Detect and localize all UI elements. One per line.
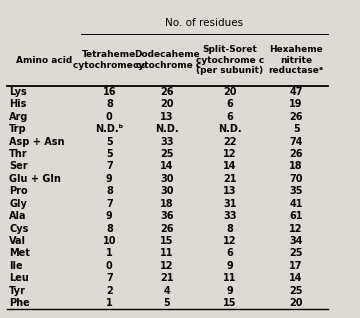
Text: Pro: Pro xyxy=(9,186,28,196)
Text: 35: 35 xyxy=(289,186,303,196)
Text: 6: 6 xyxy=(226,248,233,258)
Text: Ser: Ser xyxy=(9,162,28,171)
Text: 11: 11 xyxy=(160,248,174,258)
Text: 41: 41 xyxy=(289,199,303,209)
Text: 20: 20 xyxy=(160,100,174,109)
Text: 34: 34 xyxy=(289,236,303,246)
Text: 26: 26 xyxy=(289,112,303,122)
Text: 8: 8 xyxy=(106,186,113,196)
Text: 0: 0 xyxy=(106,261,113,271)
Text: N.D.ᵇ: N.D.ᵇ xyxy=(95,124,123,134)
Text: Glu + Gln: Glu + Gln xyxy=(9,174,61,184)
Text: 5: 5 xyxy=(293,124,300,134)
Text: 7: 7 xyxy=(106,199,113,209)
Text: Leu: Leu xyxy=(9,273,29,283)
Text: Thr: Thr xyxy=(9,149,28,159)
Text: Cys: Cys xyxy=(9,224,29,233)
Text: 10: 10 xyxy=(103,236,116,246)
Text: 6: 6 xyxy=(226,112,233,122)
Text: 20: 20 xyxy=(289,298,303,308)
Text: Tyr: Tyr xyxy=(9,286,26,296)
Text: 25: 25 xyxy=(289,248,303,258)
Text: 33: 33 xyxy=(160,137,174,147)
Text: 26: 26 xyxy=(289,149,303,159)
Text: 6: 6 xyxy=(226,100,233,109)
Text: Ile: Ile xyxy=(9,261,23,271)
Text: 1: 1 xyxy=(106,248,113,258)
Text: 16: 16 xyxy=(103,87,116,97)
Text: 30: 30 xyxy=(160,174,174,184)
Text: 47: 47 xyxy=(289,87,303,97)
Text: 21: 21 xyxy=(223,174,237,184)
Text: Split-Soret
cytochrome c
(per subunit): Split-Soret cytochrome c (per subunit) xyxy=(196,45,264,75)
Text: 70: 70 xyxy=(289,174,303,184)
Text: 4: 4 xyxy=(163,286,170,296)
Text: 12: 12 xyxy=(160,261,174,271)
Text: 13: 13 xyxy=(223,186,237,196)
Text: 19: 19 xyxy=(289,100,303,109)
Text: 25: 25 xyxy=(160,149,174,159)
Text: 14: 14 xyxy=(160,162,174,171)
Text: 13: 13 xyxy=(160,112,174,122)
Text: 0: 0 xyxy=(106,112,113,122)
Text: 9: 9 xyxy=(226,286,233,296)
Text: N.D.: N.D. xyxy=(218,124,242,134)
Text: Phe: Phe xyxy=(9,298,30,308)
Text: 1: 1 xyxy=(106,298,113,308)
Text: 61: 61 xyxy=(289,211,303,221)
Text: 8: 8 xyxy=(226,224,233,233)
Text: Met: Met xyxy=(9,248,30,258)
Text: 33: 33 xyxy=(223,211,237,221)
Text: Dodecaheme
cytochrome c: Dodecaheme cytochrome c xyxy=(133,50,201,70)
Text: 18: 18 xyxy=(160,199,174,209)
Text: 5: 5 xyxy=(106,149,113,159)
Text: 17: 17 xyxy=(289,261,303,271)
Text: 12: 12 xyxy=(223,236,237,246)
Text: Tetraheme
cytochrome c₃: Tetraheme cytochrome c₃ xyxy=(73,50,145,70)
Text: 15: 15 xyxy=(160,236,174,246)
Text: Trp: Trp xyxy=(9,124,27,134)
Text: N.D.: N.D. xyxy=(155,124,179,134)
Text: 14: 14 xyxy=(289,273,303,283)
Text: 22: 22 xyxy=(223,137,237,147)
Text: 26: 26 xyxy=(160,224,174,233)
Text: 25: 25 xyxy=(289,286,303,296)
Text: No. of residues: No. of residues xyxy=(166,18,244,28)
Text: Asp + Asn: Asp + Asn xyxy=(9,137,65,147)
Text: 14: 14 xyxy=(223,162,237,171)
Text: Hexaheme
nitrite
reductaseᵃ: Hexaheme nitrite reductaseᵃ xyxy=(269,45,324,75)
Text: 7: 7 xyxy=(106,162,113,171)
Text: 9: 9 xyxy=(106,211,113,221)
Text: Val: Val xyxy=(9,236,26,246)
Text: 18: 18 xyxy=(289,162,303,171)
Text: Arg: Arg xyxy=(9,112,29,122)
Text: 30: 30 xyxy=(160,186,174,196)
Text: Gly: Gly xyxy=(9,199,27,209)
Text: 21: 21 xyxy=(160,273,174,283)
Text: Amino acid: Amino acid xyxy=(16,56,72,65)
Text: 9: 9 xyxy=(106,174,113,184)
Text: 26: 26 xyxy=(160,87,174,97)
Text: 2: 2 xyxy=(106,286,113,296)
Text: 5: 5 xyxy=(163,298,170,308)
Text: 11: 11 xyxy=(223,273,237,283)
Text: 5: 5 xyxy=(106,137,113,147)
Text: His: His xyxy=(9,100,27,109)
Text: 8: 8 xyxy=(106,224,113,233)
Text: 7: 7 xyxy=(106,273,113,283)
Text: 8: 8 xyxy=(106,100,113,109)
Text: 31: 31 xyxy=(223,199,237,209)
Text: Ala: Ala xyxy=(9,211,27,221)
Text: 12: 12 xyxy=(223,149,237,159)
Text: 15: 15 xyxy=(223,298,237,308)
Text: 12: 12 xyxy=(289,224,303,233)
Text: 36: 36 xyxy=(160,211,174,221)
Text: 74: 74 xyxy=(289,137,303,147)
Text: 20: 20 xyxy=(223,87,237,97)
Text: Lys: Lys xyxy=(9,87,27,97)
Text: 9: 9 xyxy=(226,261,233,271)
